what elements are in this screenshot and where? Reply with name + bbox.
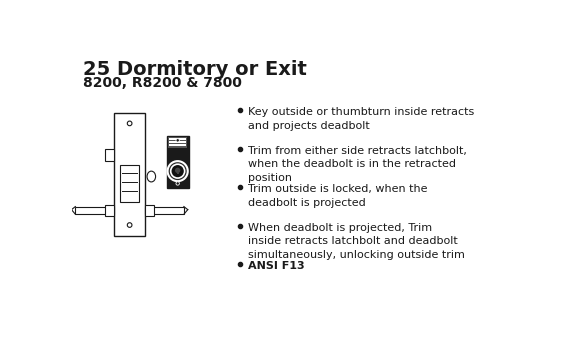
Bar xyxy=(114,113,145,236)
Bar xyxy=(177,170,179,174)
Circle shape xyxy=(168,161,188,181)
Bar xyxy=(145,206,184,214)
Bar xyxy=(105,149,114,161)
Bar xyxy=(76,206,114,214)
Circle shape xyxy=(175,168,180,173)
Circle shape xyxy=(170,164,185,178)
Text: Trim from either side retracts latchbolt,
when the deadbolt is in the retracted
: Trim from either side retracts latchbolt… xyxy=(248,146,467,183)
Text: Trim outside is locked, when the
deadbolt is projected: Trim outside is locked, when the deadbol… xyxy=(248,184,428,208)
Bar xyxy=(120,165,139,202)
Text: 8200, R8200 & 7800: 8200, R8200 & 7800 xyxy=(83,77,242,90)
Circle shape xyxy=(176,139,180,142)
Text: Key outside or thumbturn inside retracts
and projects deadbolt: Key outside or thumbturn inside retracts… xyxy=(248,107,474,131)
Bar xyxy=(145,205,154,216)
Text: 25 Dormitory or Exit: 25 Dormitory or Exit xyxy=(83,60,307,79)
Bar xyxy=(169,138,186,140)
Text: When deadbolt is projected, Trim
inside retracts latchbolt and deadbolt
simultan: When deadbolt is projected, Trim inside … xyxy=(248,223,465,260)
Bar xyxy=(105,205,114,216)
Circle shape xyxy=(128,121,132,126)
Ellipse shape xyxy=(147,171,156,182)
Bar xyxy=(168,137,187,148)
Bar xyxy=(169,144,186,146)
Bar xyxy=(167,136,189,188)
Text: ANSI F13: ANSI F13 xyxy=(248,261,305,271)
Circle shape xyxy=(176,182,180,185)
Circle shape xyxy=(128,223,132,227)
Bar xyxy=(169,141,186,143)
